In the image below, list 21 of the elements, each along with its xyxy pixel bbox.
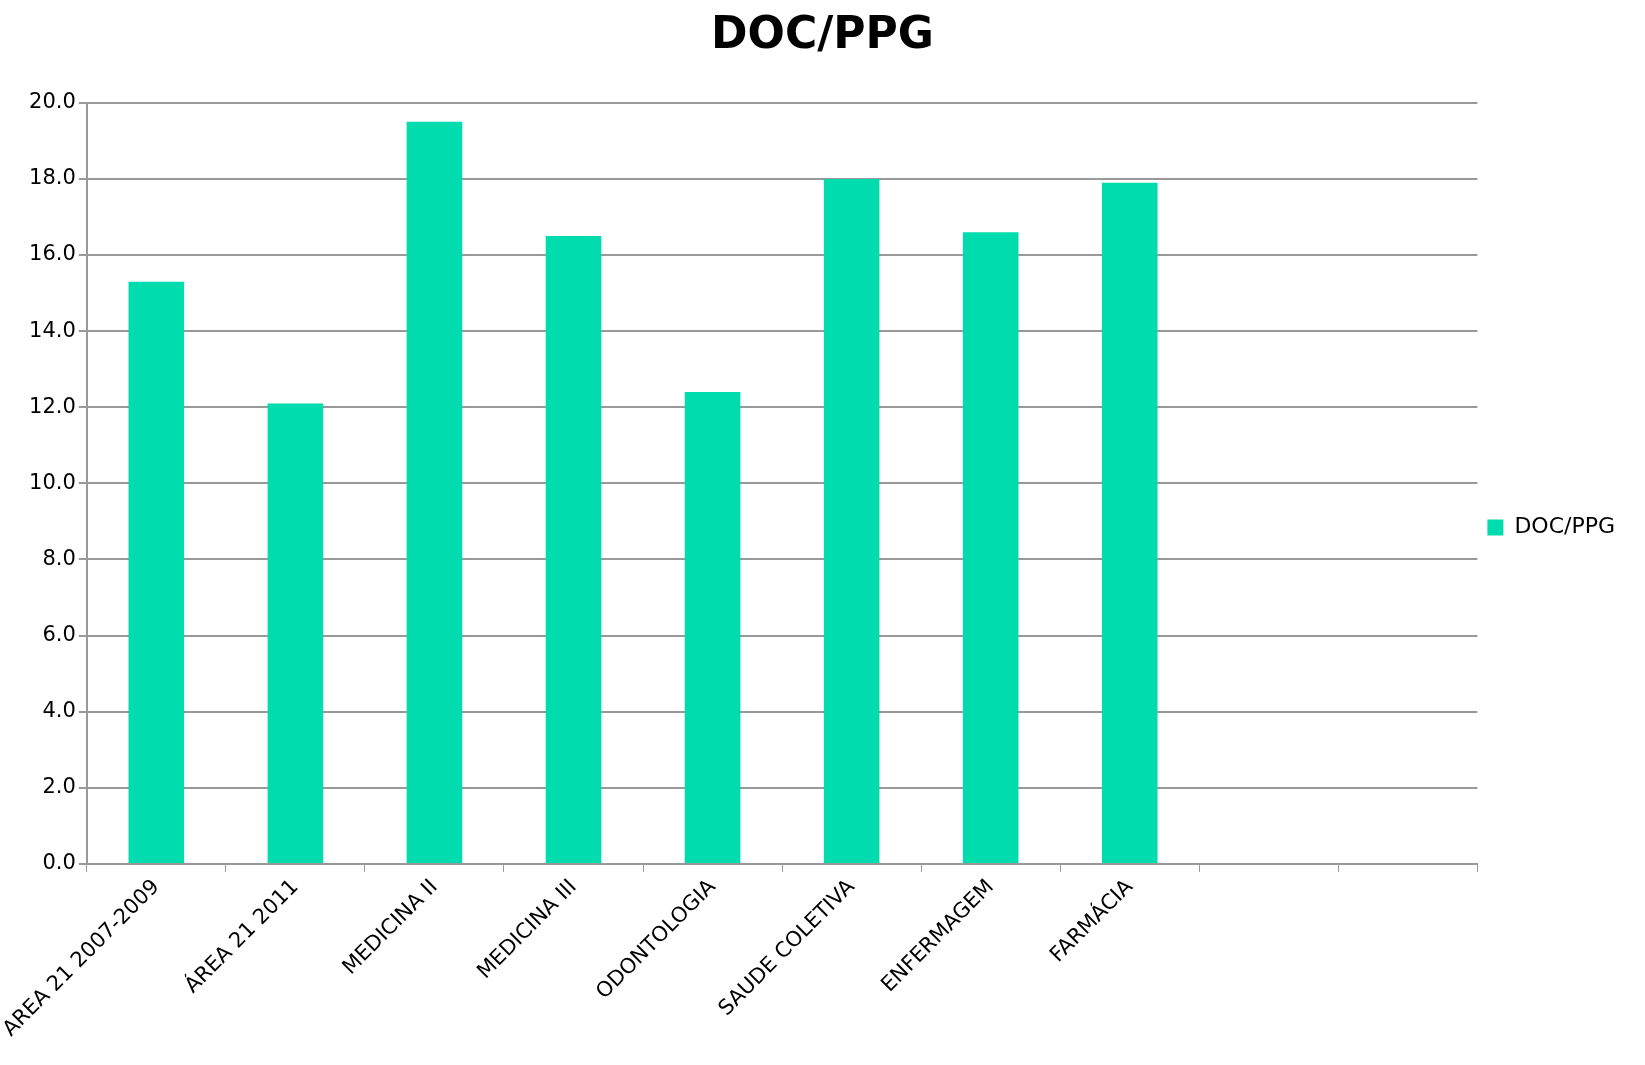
bar xyxy=(545,235,602,863)
bar xyxy=(684,392,741,863)
bar xyxy=(1101,182,1158,863)
y-tick-label: 10.0 xyxy=(29,469,76,494)
bar xyxy=(962,232,1019,863)
y-tick-label: 0.0 xyxy=(42,850,76,875)
legend-label: DOC/PPG xyxy=(1514,513,1616,539)
y-tick-label: 8.0 xyxy=(42,545,76,570)
y-tick-label: 18.0 xyxy=(29,165,76,190)
y-tick-label: 14.0 xyxy=(29,317,76,342)
y-tick-label: 6.0 xyxy=(42,622,76,647)
y-tick-label: 16.0 xyxy=(29,241,76,266)
bar xyxy=(128,281,185,863)
y-tick-label: 4.0 xyxy=(42,698,76,723)
y-tick-label: 20.0 xyxy=(29,89,76,114)
bar xyxy=(267,403,324,863)
chart-title: DOC/PPG xyxy=(711,6,934,58)
bar xyxy=(406,121,463,863)
y-tick-label: 2.0 xyxy=(42,774,76,799)
bar xyxy=(823,178,880,863)
y-tick-label: 12.0 xyxy=(29,393,76,418)
